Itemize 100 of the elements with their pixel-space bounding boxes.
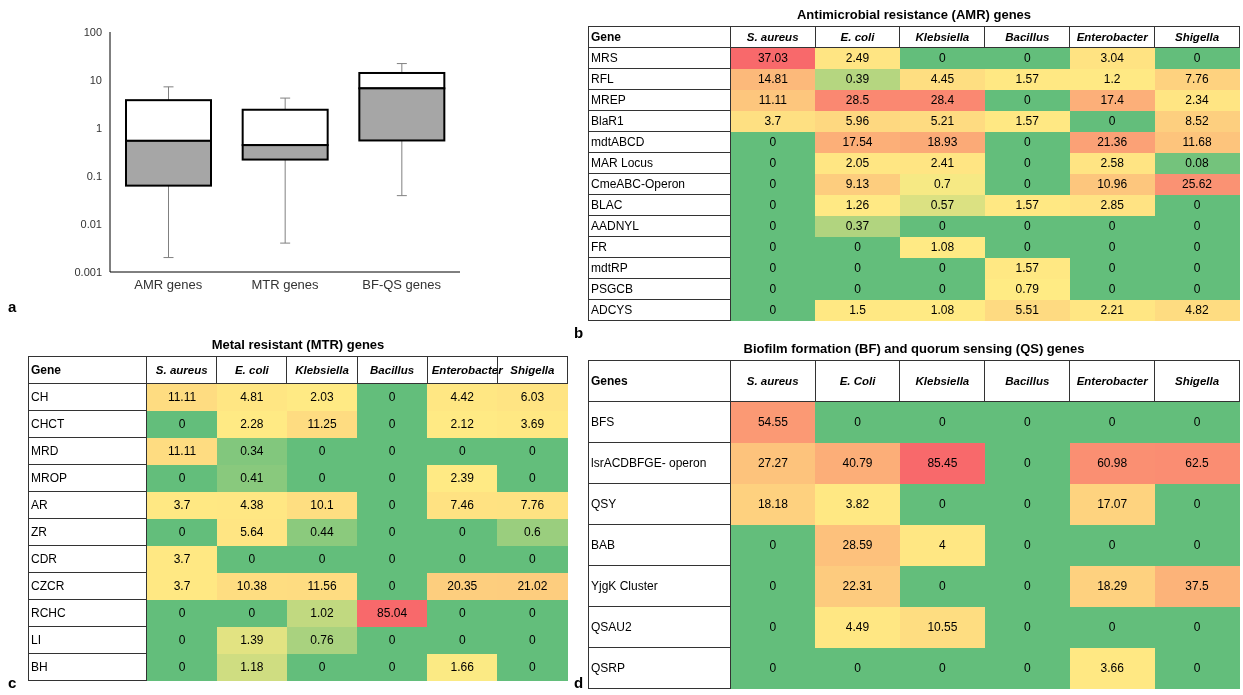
x-tick-label: Enterobacter <box>1069 360 1155 402</box>
data-label: 0 <box>357 545 428 573</box>
data-label: 17.07 <box>1069 483 1155 525</box>
data-label: 3.66 <box>1069 647 1155 689</box>
y-tick-label: MREP <box>588 89 731 111</box>
data-label: 60.98 <box>1069 442 1155 484</box>
data-label: 54.55 <box>730 401 816 443</box>
data-label: 0.7 <box>899 173 985 195</box>
y-tick-label: BH <box>28 653 147 681</box>
data-label: 0 <box>216 545 287 573</box>
data-label: 85.45 <box>899 442 985 484</box>
data-label: 0 <box>984 565 1070 607</box>
data-label: 11.11 <box>730 89 816 111</box>
x-tick-label: AMR genes <box>134 277 203 293</box>
y-tick-label: 10 <box>89 73 102 86</box>
data-label: 0 <box>899 647 985 689</box>
x-tick-label: BF-QS genes <box>362 277 442 293</box>
data-label: 17.4 <box>1069 89 1155 111</box>
data-label: 18.18 <box>730 483 816 525</box>
data-label: 21.36 <box>1069 131 1155 153</box>
y-tick-label: CZCR <box>28 572 147 600</box>
data-label: 2.03 <box>286 383 358 411</box>
data-label: 0 <box>286 437 358 465</box>
y-tick-label: 1 <box>95 121 102 134</box>
data-label: 0 <box>730 152 816 174</box>
data-label: 0 <box>427 599 498 627</box>
data-label: 0 <box>1154 483 1240 525</box>
data-label: 0 <box>730 215 816 237</box>
data-label: 3.7 <box>730 110 816 132</box>
y-axis-title: Gene <box>28 356 147 384</box>
data-label: 6.03 <box>497 383 568 411</box>
data-label: 0 <box>357 518 428 546</box>
y-tick-label: AADNYL <box>588 215 731 237</box>
data-label: 11.11 <box>146 437 217 465</box>
data-label: 0 <box>899 215 985 237</box>
data-label: 1.02 <box>286 599 358 627</box>
y-tick-label: CH <box>28 383 147 411</box>
x-tick-label: Klebsiella <box>899 26 985 48</box>
data-label: 0 <box>1154 236 1240 258</box>
data-label: 4 <box>899 524 985 566</box>
y-tick-label: AR <box>28 491 147 519</box>
y-tick-label: BLAC <box>588 194 731 216</box>
data-label: 0 <box>899 257 985 279</box>
data-label: 11.25 <box>286 410 358 438</box>
x-tick-label: Shigella <box>1154 360 1240 402</box>
data-label: 0 <box>497 464 568 492</box>
data-label: 0.6 <box>497 518 568 546</box>
x-tick-label: E. coli <box>815 26 900 48</box>
y-tick-label: MRD <box>28 437 147 465</box>
data-label: 0 <box>146 599 217 627</box>
data-label: 0 <box>216 599 287 627</box>
data-label: 0 <box>357 410 428 438</box>
data-label: 9.13 <box>815 173 900 195</box>
x-tick-label: S. aureus <box>730 26 816 48</box>
data-label: 1.66 <box>427 653 498 681</box>
y-tick-label: FR <box>588 236 731 258</box>
data-label: 5.96 <box>815 110 900 132</box>
y-tick-label: CmeABC-Operon <box>588 173 731 195</box>
data-label: 85.04 <box>357 599 428 627</box>
data-label: 0 <box>146 653 217 681</box>
y-tick-label: mdtRP <box>588 257 731 279</box>
data-label: 0 <box>984 152 1070 174</box>
y-tick-label: 0.01 <box>80 217 102 230</box>
data-label: 3.7 <box>146 491 217 519</box>
data-label: 28.4 <box>899 89 985 111</box>
y-tick-label: MAR Locus <box>588 152 731 174</box>
data-label: 0 <box>1154 47 1240 69</box>
data-label: 0 <box>1154 647 1240 689</box>
data-label: 0 <box>815 647 900 689</box>
x-tick-label: Bacillus <box>984 26 1070 48</box>
data-label: 0 <box>497 437 568 465</box>
data-label: 2.05 <box>815 152 900 174</box>
y-tick-label: RFL <box>588 68 731 90</box>
data-label: 1.26 <box>815 194 900 216</box>
data-label: 5.64 <box>216 518 287 546</box>
data-label: 0 <box>899 278 985 300</box>
data-label: 1.57 <box>984 68 1070 90</box>
data-label: 2.12 <box>427 410 498 438</box>
data-label: 0 <box>815 257 900 279</box>
y-tick-label: PSGCB <box>588 278 731 300</box>
x-tick-label: Bacillus <box>984 360 1070 402</box>
chart-title: Antimicrobial resistance (AMR) genes <box>795 6 1033 24</box>
data-label: 0.44 <box>286 518 358 546</box>
data-label: 0 <box>984 647 1070 689</box>
data-label: 0.34 <box>216 437 287 465</box>
data-label: 0 <box>357 437 428 465</box>
y-axis-title: Genes <box>588 360 731 402</box>
data-label: 0 <box>427 437 498 465</box>
data-label: 1.57 <box>984 194 1070 216</box>
data-label: 22.31 <box>815 565 900 607</box>
data-label: 2.49 <box>815 47 900 69</box>
data-label: 0 <box>357 653 428 681</box>
x-tick-label: Klebsiella <box>899 360 985 402</box>
data-label: 37.5 <box>1154 565 1240 607</box>
data-label: 0 <box>984 524 1070 566</box>
data-label: 4.42 <box>427 383 498 411</box>
data-label: 0.76 <box>286 626 358 654</box>
data-label: 10.96 <box>1069 173 1155 195</box>
data-label: 0 <box>984 131 1070 153</box>
x-tick-label: S. aureus <box>146 356 217 384</box>
